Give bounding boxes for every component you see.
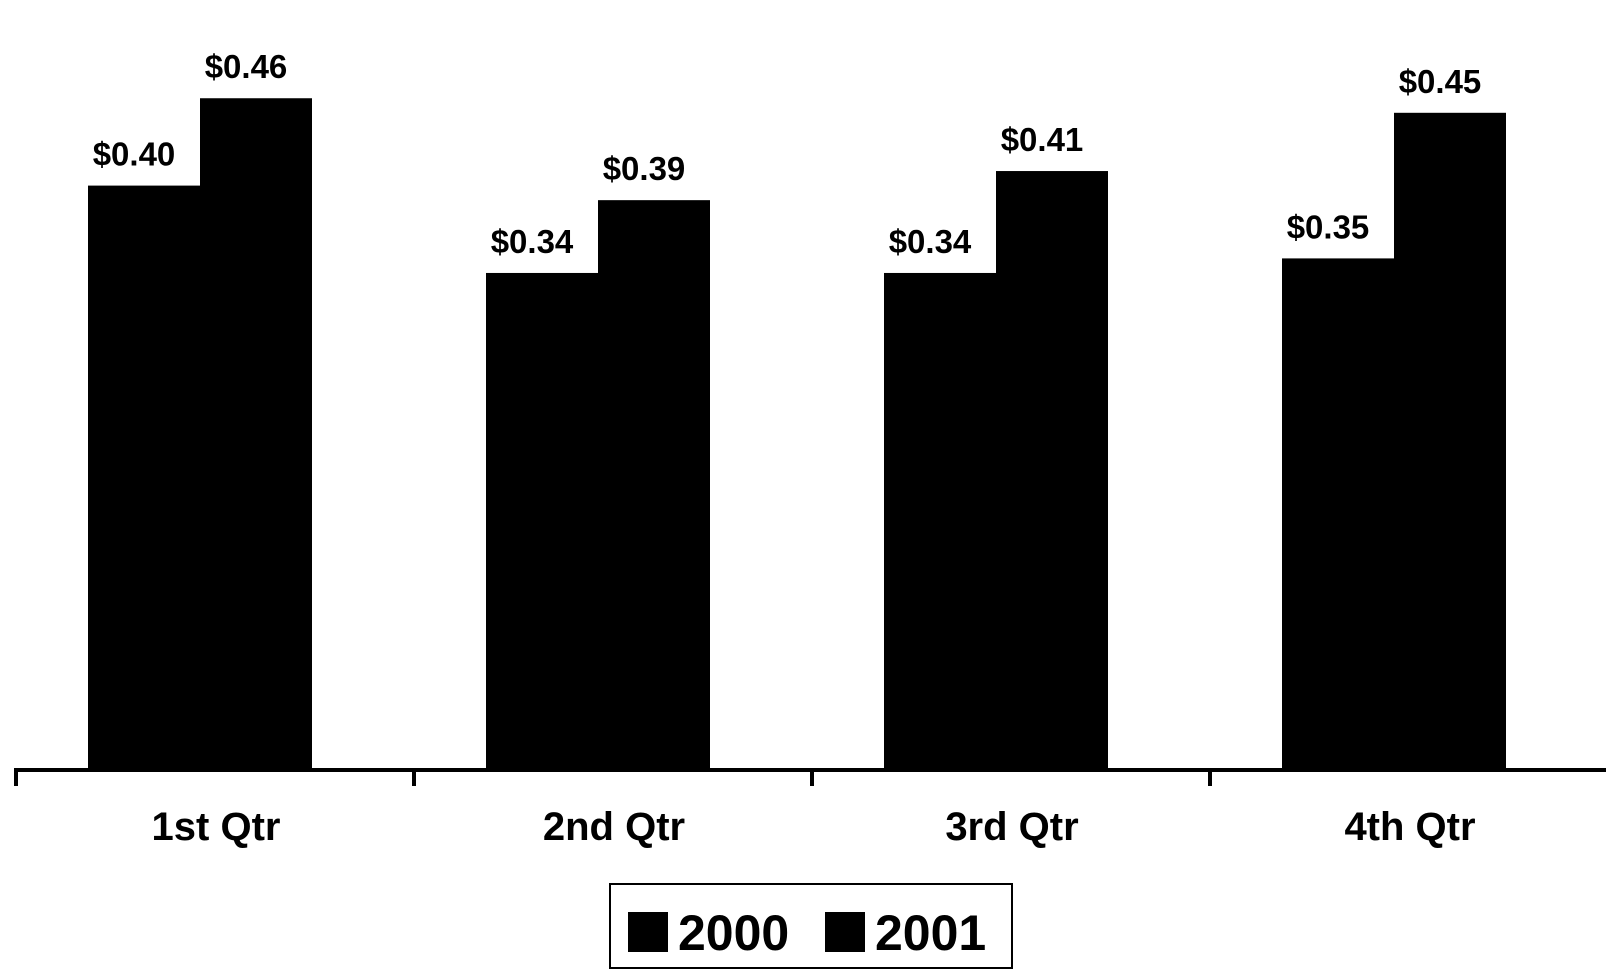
legend: 2000 2001 [609,883,1013,969]
bar-2001-q4 [1394,112,1506,769]
legend-label-2000: 2000 [678,905,789,961]
bar-2001-q2 [598,200,710,768]
legend-label-2001: 2001 [875,905,986,961]
data-label-2001-q3: $0.41 [1001,121,1084,158]
x-tick-label-q1: 1st Qtr [152,805,281,849]
data-label-2000-q3: $0.34 [889,223,972,260]
x-tick-label-q2: 2nd Qtr [543,805,685,849]
data-label-2000-q2: $0.34 [491,223,574,260]
data-labels: $0.40 $0.46 $0.34 $0.39 $0.34 $0.41 $0.35 $0.45 [93,48,1482,260]
data-label-2001-q4: $0.45 [1399,63,1482,100]
data-label-2000-q4: $0.35 [1287,208,1370,245]
x-tick-label-q4: 4th Qtr [1344,805,1475,849]
bar-2000-q1 [88,185,200,769]
bars-layer [88,98,1506,769]
data-label-2000-q1: $0.40 [93,136,176,173]
data-label-2001-q2: $0.39 [603,150,686,187]
bar-2000-q3 [884,272,996,768]
bar-2001-q1 [200,98,312,769]
legend-swatch-2001 [825,912,865,952]
legend-swatch-2000 [628,912,668,952]
data-label-2001-q1: $0.46 [205,48,288,85]
bar-2000-q2 [486,272,598,768]
bar-2001-q3 [996,171,1108,769]
bar-2000-q4 [1282,258,1394,768]
legend-box [609,883,1013,969]
x-axis: 1st Qtr 2nd Qtr 3rd Qtr 4th Qtr [14,768,1606,849]
x-tick-label-q3: 3rd Qtr [945,805,1078,849]
